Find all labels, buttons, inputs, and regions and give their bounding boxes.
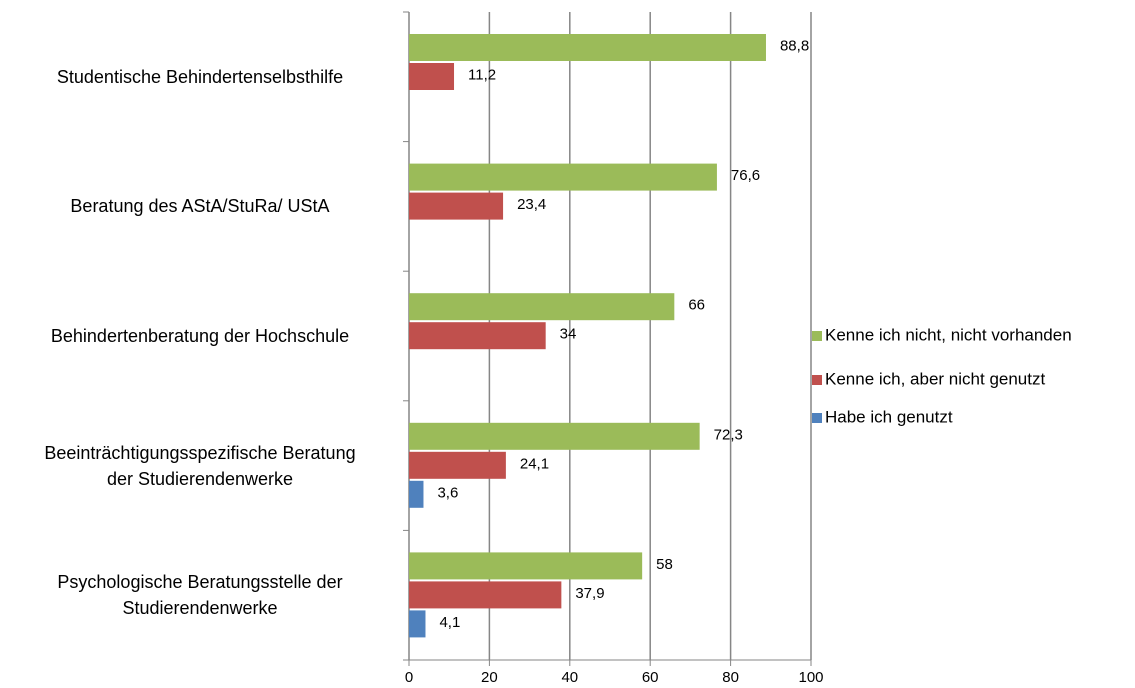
x-tick-label: 40 — [561, 669, 578, 686]
y-tick-label: Beeinträchtigungsspezifische Beratung de… — [44, 442, 356, 489]
value-label: 72,3 — [714, 426, 743, 443]
bar — [409, 451, 506, 479]
value-label: 4,1 — [439, 614, 460, 631]
x-tick-label: 80 — [722, 669, 739, 686]
legend-label: Kenne ich nicht, nicht vorhanden — [825, 325, 1072, 344]
legend-swatch — [812, 413, 822, 423]
x-tick-label: 0 — [405, 669, 413, 686]
legend-swatch — [812, 375, 822, 385]
value-label: 88,8 — [780, 37, 809, 54]
value-label: 37,9 — [575, 585, 604, 602]
value-label: 34 — [560, 326, 577, 343]
bar — [409, 34, 766, 61]
bar — [409, 581, 562, 609]
value-label: 3,6 — [437, 484, 458, 501]
legend-swatch — [812, 331, 822, 341]
value-label: 66 — [688, 297, 705, 314]
y-tick-label: Beratung des AStA/StuRa/ UStA — [70, 196, 330, 217]
value-label: 11,2 — [468, 66, 496, 83]
value-label: 76,6 — [731, 167, 760, 184]
x-tick-label: 60 — [642, 669, 659, 686]
y-tick-label: Behindertenberatung der Hochschule — [50, 326, 350, 346]
bar — [409, 192, 504, 220]
bar — [409, 163, 717, 191]
bar — [409, 322, 546, 350]
y-tick-label: Psychologische Beratungsstelle der Studi… — [57, 572, 343, 619]
bar — [409, 63, 455, 90]
legend-label: Habe ich genutzt — [825, 407, 953, 426]
value-label: 58 — [656, 556, 673, 573]
value-label: 23,4 — [517, 196, 546, 213]
x-tick-label: 20 — [481, 669, 498, 686]
x-tick-label: 100 — [798, 669, 823, 686]
bar — [409, 480, 424, 508]
bar — [409, 422, 700, 450]
bar — [409, 293, 675, 321]
bar — [409, 552, 643, 580]
legend-label: Kenne ich, aber nicht genutzt — [825, 369, 1045, 388]
bar — [409, 610, 426, 638]
y-tick-label: Studentische Behindertenselbsthilfe — [56, 66, 344, 87]
value-label: 24,1 — [520, 455, 549, 472]
